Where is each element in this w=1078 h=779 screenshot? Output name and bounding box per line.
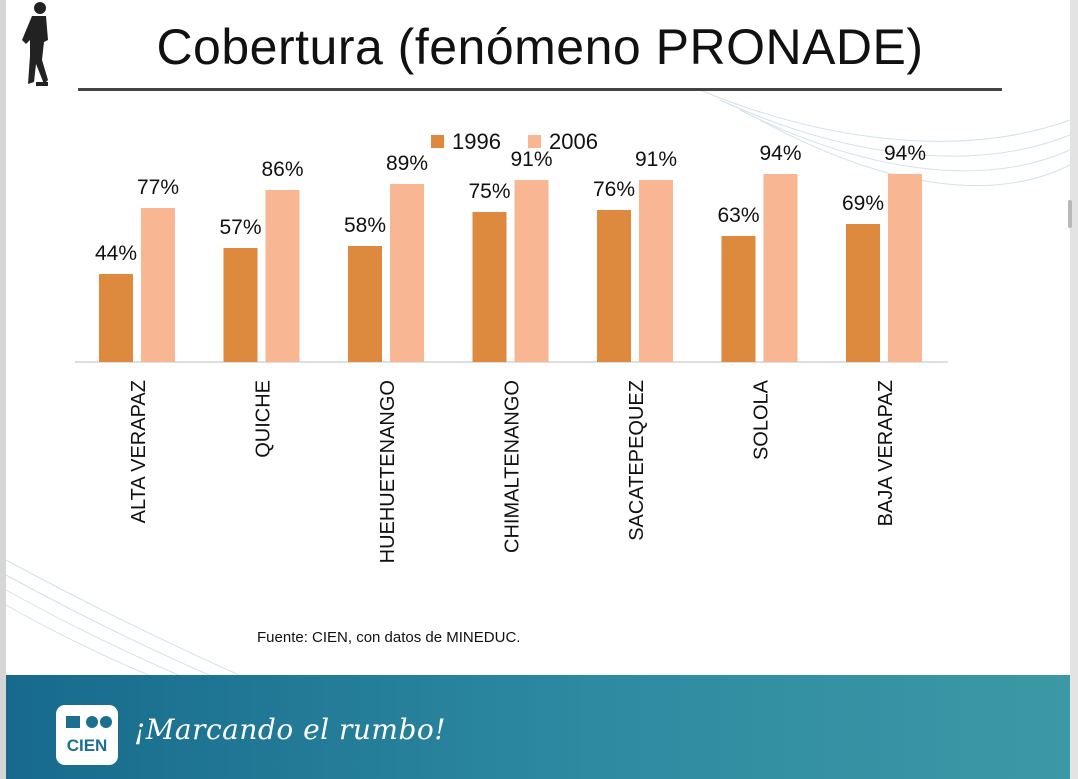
logo-text: CIEN — [67, 736, 108, 755]
data-label-1996-4: 76% — [593, 178, 635, 201]
bar-2006-2 — [390, 184, 424, 362]
bar-1996-0 — [99, 274, 133, 362]
title-underline — [78, 88, 1002, 91]
data-label-2006-1: 86% — [261, 158, 303, 181]
legend-swatch-1996 — [431, 135, 444, 148]
category-label-3: CHIMALTENANGO — [502, 380, 524, 553]
slogan-text: ¡Marcando el rumbo! — [134, 713, 447, 746]
bar-2006-1 — [265, 190, 300, 362]
bar-2006-0 — [141, 208, 175, 362]
data-label-2006-6: 94% — [884, 142, 926, 165]
bar-1996-1 — [223, 248, 258, 362]
category-label-0: ALTA VERAPAZ — [128, 380, 150, 523]
source-note: Fuente: CIEN, con datos de MINEDUC. — [257, 629, 521, 646]
footer-band: CIEN ¡Marcando el rumbo! — [6, 675, 1070, 779]
category-label-4: SACATEPEQUEZ — [626, 380, 648, 541]
scroll-marker — [1068, 200, 1072, 228]
category-label-2: HUEHUETENANGO — [377, 380, 399, 563]
bar-1996-5 — [721, 236, 756, 362]
data-label-1996-6: 69% — [842, 192, 884, 215]
category-label-5: SOLOLA — [751, 379, 773, 460]
data-label-2006-4: 91% — [635, 148, 677, 171]
bar-1996-3 — [472, 212, 507, 362]
slide-title: Cobertura (fenómeno PRONADE) — [156, 19, 924, 75]
legend-swatch-2006 — [528, 135, 541, 148]
bar-2006-5 — [763, 174, 798, 362]
runner-silhouette-icon — [22, 2, 48, 86]
data-label-1996-2: 58% — [344, 214, 386, 237]
bar-2006-4 — [639, 180, 673, 362]
data-label-2006-0: 77% — [137, 176, 179, 199]
cien-logo-mark-icon: CIEN — [66, 716, 112, 755]
data-label-1996-3: 75% — [468, 180, 510, 203]
left-frame-edge — [0, 0, 6, 779]
bar-1996-4 — [597, 210, 631, 362]
right-frame-edge — [1070, 0, 1078, 779]
data-label-1996-5: 63% — [717, 204, 759, 227]
data-label-2006-5: 94% — [759, 142, 801, 165]
bar-1996-2 — [348, 246, 382, 362]
legend-label-1996: 1996 — [452, 129, 501, 154]
data-label-1996-0: 44% — [95, 242, 137, 265]
data-label-2006-3: 91% — [510, 148, 552, 171]
bar-2006-6 — [888, 174, 922, 362]
data-label-1996-1: 57% — [219, 216, 261, 239]
coverage-bar-chart: 1996 2006 44%77%57%86%58%89%75%91%76%91%… — [75, 129, 948, 563]
chart-legend: 1996 2006 — [431, 129, 598, 154]
bar-1996-6 — [846, 224, 880, 362]
legend-label-2006: 2006 — [549, 129, 598, 154]
cien-logo: CIEN — [56, 705, 118, 765]
data-label-2006-2: 89% — [386, 152, 428, 175]
category-label-6: BAJA VERAPAZ — [875, 380, 897, 526]
bar-2006-3 — [514, 180, 549, 362]
category-label-1: QUICHE — [253, 380, 275, 458]
